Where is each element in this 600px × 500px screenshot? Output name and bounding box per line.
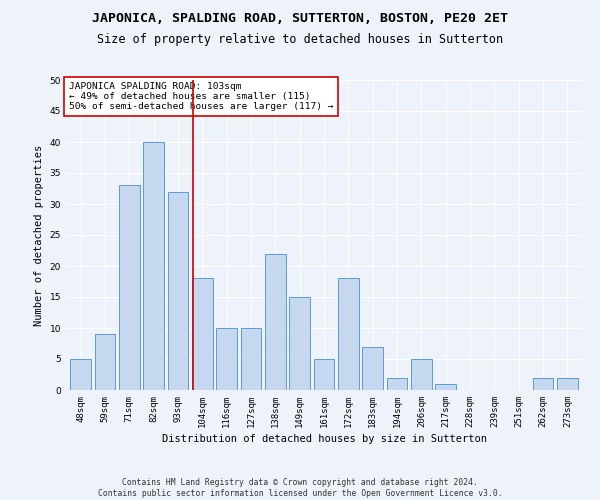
Bar bbox=[411, 359, 432, 390]
Bar bbox=[436, 384, 456, 390]
Y-axis label: Number of detached properties: Number of detached properties bbox=[34, 144, 44, 326]
Bar bbox=[241, 328, 262, 390]
Bar bbox=[314, 359, 334, 390]
Text: JAPONICA, SPALDING ROAD, SUTTERTON, BOSTON, PE20 2ET: JAPONICA, SPALDING ROAD, SUTTERTON, BOST… bbox=[92, 12, 508, 26]
Bar bbox=[192, 278, 212, 390]
Bar bbox=[557, 378, 578, 390]
Bar bbox=[95, 334, 115, 390]
Bar bbox=[70, 359, 91, 390]
Bar bbox=[119, 186, 140, 390]
Bar bbox=[289, 297, 310, 390]
Bar bbox=[143, 142, 164, 390]
Bar bbox=[533, 378, 553, 390]
Text: JAPONICA SPALDING ROAD: 103sqm
← 49% of detached houses are smaller (115)
50% of: JAPONICA SPALDING ROAD: 103sqm ← 49% of … bbox=[68, 82, 333, 112]
Text: Contains HM Land Registry data © Crown copyright and database right 2024.
Contai: Contains HM Land Registry data © Crown c… bbox=[98, 478, 502, 498]
Text: Size of property relative to detached houses in Sutterton: Size of property relative to detached ho… bbox=[97, 32, 503, 46]
Bar bbox=[265, 254, 286, 390]
Bar bbox=[167, 192, 188, 390]
Bar bbox=[386, 378, 407, 390]
Bar bbox=[216, 328, 237, 390]
Bar bbox=[362, 346, 383, 390]
X-axis label: Distribution of detached houses by size in Sutterton: Distribution of detached houses by size … bbox=[161, 434, 487, 444]
Bar bbox=[338, 278, 359, 390]
